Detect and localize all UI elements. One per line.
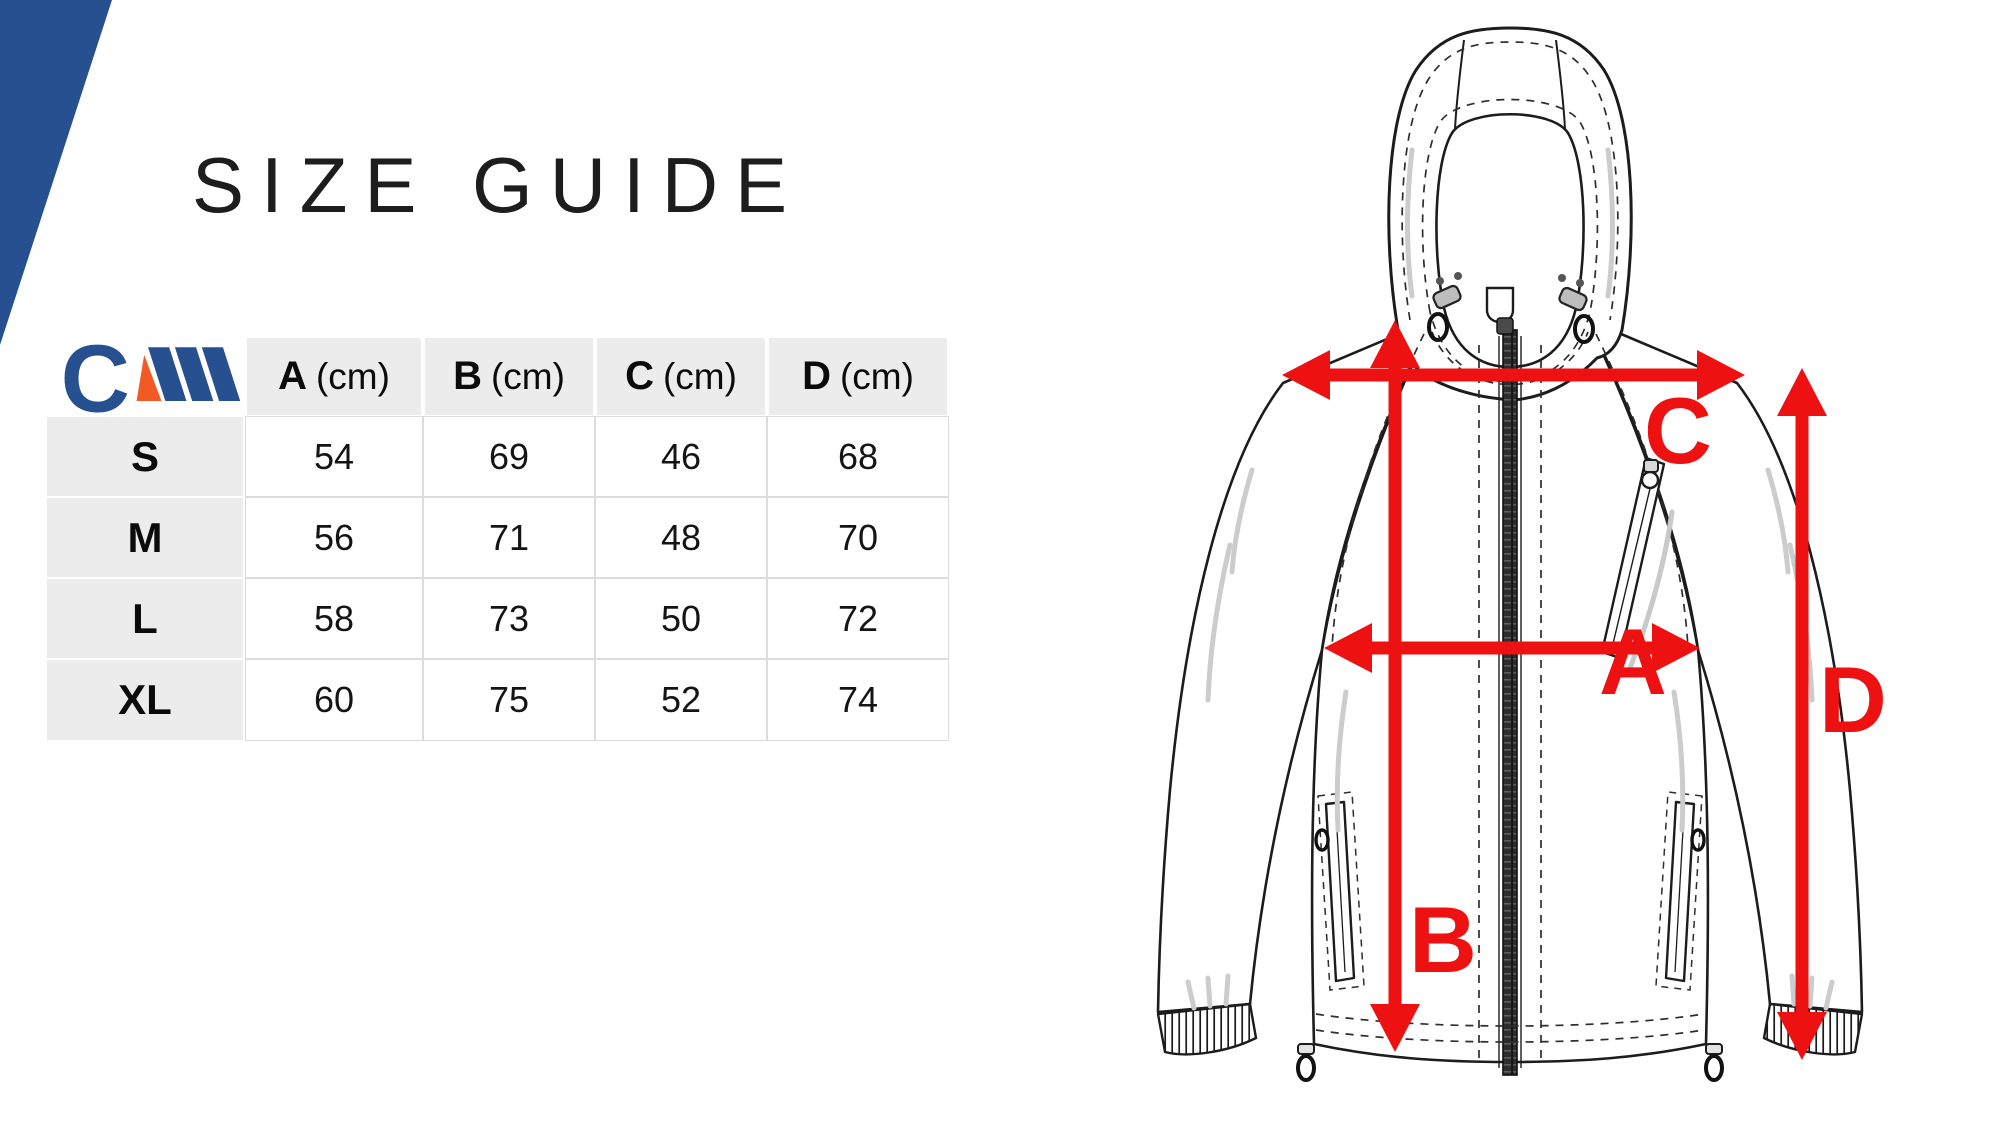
row-label-m: M — [47, 498, 243, 577]
hem-drawcord-loops — [1296, 1043, 1724, 1082]
table-cell: 69 — [423, 416, 595, 497]
column-unit: (cm) — [839, 355, 914, 397]
column-letter: D — [802, 354, 831, 398]
table-cell: 46 — [595, 416, 767, 497]
arrow-c-shoulder-width — [1282, 350, 1745, 400]
row-label-s: S — [47, 417, 243, 496]
front-zipper — [1485, 286, 1522, 1076]
corner-triangle-decoration — [0, 0, 112, 345]
label-d: D — [1819, 647, 1887, 752]
arrow-b-body-length — [1370, 320, 1420, 1052]
logo-letter-c: C — [61, 336, 130, 418]
table-cell: 72 — [767, 578, 949, 659]
table-cell: 74 — [767, 659, 949, 741]
arrow-d-sleeve-length — [1777, 368, 1827, 1060]
brand-logo-cell: C — [45, 336, 245, 418]
chest-zip-pocket — [1600, 456, 1675, 671]
row-label-l: L — [47, 579, 243, 658]
column-header-c: C (cm) — [597, 338, 765, 415]
pocket-zipper-pull — [1690, 828, 1706, 852]
column-header-d: D (cm) — [769, 338, 947, 415]
table-cell: 71 — [423, 497, 595, 578]
column-unit: (cm) — [662, 355, 737, 397]
logo-stripe-2 — [174, 347, 214, 401]
label-a: A — [1599, 609, 1667, 714]
table-cell: 68 — [767, 416, 949, 497]
logo-stripe-3 — [201, 347, 241, 401]
table-cell: 73 — [423, 578, 595, 659]
label-c: C — [1644, 378, 1712, 483]
measurement-labels: C A B D — [1409, 378, 1887, 992]
column-letter: B — [453, 354, 482, 398]
column-letter: A — [278, 354, 307, 398]
column-letter: C — [625, 354, 654, 398]
column-header-a: A (cm) — [247, 338, 421, 415]
pocket-zipper-pull — [1314, 828, 1330, 852]
table-cell: 52 — [595, 659, 767, 741]
brand-logo: C — [61, 336, 241, 418]
column-unit: (cm) — [315, 355, 390, 397]
logo-orange-triangle — [136, 354, 162, 401]
jacket-measurement-diagram: C A B D — [1156, 26, 1887, 1082]
measurement-arrows — [1282, 320, 1827, 1060]
zipper-slider — [1496, 317, 1514, 335]
hood-drawcord-toggles — [1427, 272, 1595, 344]
table-cell: 70 — [767, 497, 949, 578]
table-cell: 50 — [595, 578, 767, 659]
row-label-xl: XL — [47, 660, 243, 740]
table-cell: 48 — [595, 497, 767, 578]
table-cell: 54 — [245, 416, 423, 497]
column-header-b: B (cm) — [425, 338, 593, 415]
page-title: SIZE GUIDE — [192, 141, 805, 229]
size-table: C A (cm) B (cm) C (cm) D (cm) S 54 69 46… — [45, 336, 949, 741]
arrow-a-chest-width — [1324, 623, 1700, 673]
table-cell: 60 — [245, 659, 423, 741]
label-b: B — [1409, 887, 1477, 992]
shading-strokes — [1185, 147, 1835, 1011]
table-cell: 56 — [245, 497, 423, 578]
table-cell: 58 — [245, 578, 423, 659]
table-cell: 75 — [423, 659, 595, 741]
column-unit: (cm) — [490, 355, 565, 397]
zipper-garage — [1485, 286, 1515, 324]
logo-stripe-1 — [148, 347, 187, 401]
